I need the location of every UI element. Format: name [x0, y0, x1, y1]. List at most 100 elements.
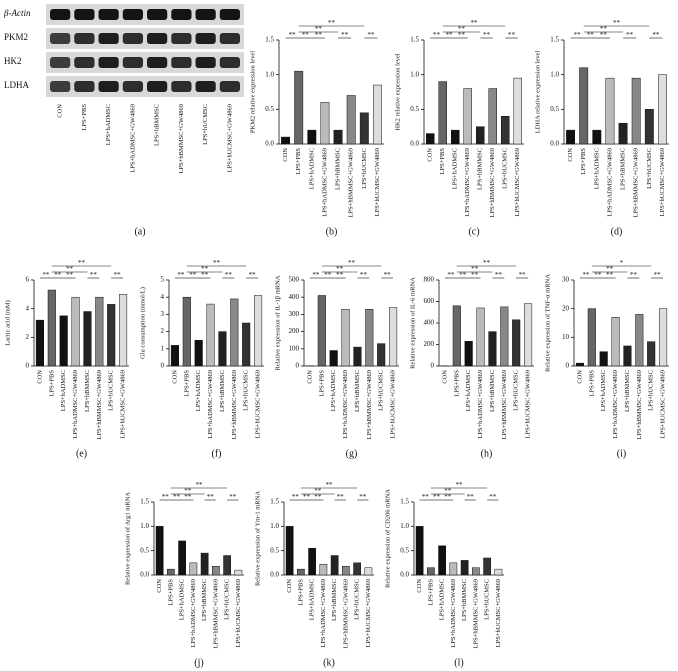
bar	[579, 67, 589, 145]
x-tick-label: LPS+hUCMSC+GW4869	[514, 148, 521, 216]
x-tick-label: LPS+hADMSC+GW4869	[321, 148, 328, 217]
significance-label: **	[225, 271, 233, 279]
bar	[218, 331, 227, 367]
x-tick-label: CON	[427, 148, 434, 162]
significance-label: **	[630, 271, 638, 279]
x-tick-label: LPS+PBS	[453, 370, 460, 397]
y-tick-label: 20	[562, 304, 570, 312]
x-tick-label: LPS+hBMMSC	[354, 370, 361, 412]
significance-label: **	[613, 19, 621, 27]
x-tick-label: LPS+hUCMSC	[646, 148, 653, 189]
blot-band	[219, 57, 240, 68]
bar	[230, 298, 239, 367]
bar	[592, 129, 602, 145]
x-tick-label: LPS+hBMMSC	[477, 148, 484, 190]
significance-label: **	[249, 271, 257, 279]
significance-label: **	[587, 31, 595, 39]
x-tick-label: LPS+hUCMSC+GW4869	[255, 370, 262, 438]
x-tick-label: LPS+hADMSC+GW4869	[606, 148, 613, 217]
blot-band	[122, 57, 143, 68]
bar	[83, 311, 92, 367]
bar	[647, 341, 656, 367]
y-tick-label: 0	[296, 362, 300, 370]
x-tick-label: LPS+hADMSC	[439, 579, 446, 620]
blot-band	[171, 33, 192, 44]
significance-label: **	[328, 19, 336, 27]
bar	[71, 296, 80, 367]
x-tick-label: LPS+hUCMSC+GW4869	[660, 370, 667, 438]
significance-label: **	[54, 271, 62, 279]
y-tick-label: 5	[161, 276, 165, 284]
significance-label: *	[620, 259, 624, 267]
panel-label: (j)	[194, 657, 203, 668]
x-tick-label: LPS+hBMMSC	[219, 370, 226, 412]
x-tick-label: LPS+hBMMSC+GW4869	[366, 370, 373, 439]
significance-label: **	[495, 271, 503, 279]
x-tick-label: LPS+hADMSC	[465, 370, 472, 411]
y-tick-label: 0	[26, 362, 30, 370]
bar	[167, 568, 175, 576]
x-tick-label: LPS+hADMSC	[330, 370, 337, 411]
y-tick-label: 1.0	[265, 70, 274, 78]
bar	[297, 568, 305, 576]
bar	[365, 308, 374, 367]
blot-band	[50, 57, 71, 68]
significance-label: **	[489, 493, 497, 501]
panel-label: (d)	[611, 226, 623, 237]
y-axis-label: PKM2 relative expression level	[249, 51, 256, 133]
x-tick-label: LPS+hBMMSC	[461, 579, 468, 621]
significance-label: **	[213, 259, 221, 267]
blot-band	[98, 33, 119, 44]
bar	[644, 109, 654, 145]
x-tick-label: LPS+hBMMSC	[335, 148, 342, 190]
x-tick-label: LPS+PBS	[167, 579, 174, 606]
significance-label: **	[289, 31, 297, 39]
bar	[307, 129, 317, 145]
bar	[566, 129, 576, 145]
bar	[35, 319, 44, 367]
bar	[353, 346, 362, 367]
x-tick-label: LPS+hBMMSC+GW4869	[96, 370, 103, 439]
panel-label: (c)	[468, 226, 479, 237]
y-tick-label: 800	[424, 276, 435, 284]
bar	[333, 129, 343, 145]
y-axis-label: LDHA relative expression level	[534, 51, 541, 134]
y-axis-label: Relative expression of Arg1 mRNA	[124, 492, 131, 585]
significance-label: **	[582, 271, 590, 279]
y-tick-label: 1.0	[550, 70, 559, 78]
bar	[438, 545, 446, 576]
x-tick-label: CON	[36, 370, 43, 384]
significance-label: **	[114, 271, 122, 279]
significance-label: **	[90, 271, 98, 279]
significance-label: **	[292, 493, 300, 501]
x-tick-label: LPS+hADMSC+GW4869	[450, 579, 457, 648]
x-tick-label: LPS+hADMSC+GW4869	[320, 579, 327, 648]
bar	[438, 81, 447, 145]
bar	[618, 122, 628, 145]
x-tick-label: LPS+PBS	[588, 370, 595, 397]
bar	[353, 562, 361, 576]
bar	[488, 331, 497, 367]
bar	[308, 547, 316, 576]
significance-label: **	[314, 487, 322, 495]
significance-label: **	[196, 481, 204, 489]
significance-label: **	[341, 31, 349, 39]
blot-band	[195, 81, 216, 92]
x-tick-label: LPS+hADMSC+GW4869	[190, 579, 197, 648]
bar	[342, 565, 350, 576]
bar	[254, 295, 263, 367]
significance-label: **	[337, 493, 345, 501]
bar	[189, 562, 198, 576]
y-tick-label: 1.5	[140, 498, 149, 506]
x-tick-label: LPS+hBMMSC+GW4869	[342, 579, 349, 648]
x-tick-label: LPS+hADMSC+GW4869	[477, 370, 484, 439]
panel-label: (h)	[481, 448, 493, 459]
bar	[524, 303, 533, 367]
x-tick-label: LPS+hADMSC	[195, 370, 202, 411]
bar	[415, 526, 424, 576]
x-tick-label: LPS+PBS	[439, 148, 446, 175]
significance-label: **	[433, 31, 441, 39]
blot-band	[219, 9, 240, 20]
blot-band	[122, 33, 143, 44]
